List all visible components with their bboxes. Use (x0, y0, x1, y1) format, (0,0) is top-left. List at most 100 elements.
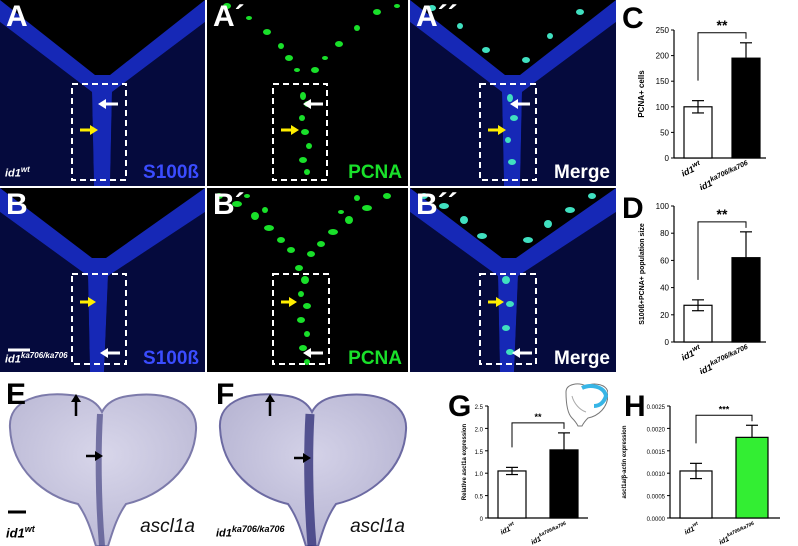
panel-letter: G (448, 390, 472, 423)
gene-label: ascl1a (140, 516, 195, 537)
y-tick-label: 0.0010 (647, 472, 666, 478)
panel-letter: B (6, 188, 28, 221)
panel-letter: C (622, 2, 644, 35)
yellow-arrow-icon (488, 297, 504, 307)
panel-A-s100b: A S100ß id1wt (0, 0, 205, 186)
white-arrow-icon (100, 348, 120, 358)
y-tick-label: 2.5 (475, 405, 484, 411)
brain-schematic-icon (565, 383, 608, 427)
channel-label: PCNA (348, 348, 402, 369)
panel-A1-pcna: A´ PCNA (207, 0, 408, 186)
significance-label: ** (717, 17, 728, 33)
x-tick-label: id1wt (682, 521, 701, 537)
y-tick-label: 0.0005 (647, 495, 666, 501)
x-tick-label: id1ka706/ka706 (717, 521, 757, 546)
bar (549, 449, 579, 519)
panel-B1-pcna: B´ PCNA (207, 188, 408, 372)
genotype-label: id1wt (6, 523, 35, 540)
panel-F-ascl1a: F id1ka706/ka706 ascl1a (210, 378, 415, 546)
y-tick-label: 150 (656, 77, 670, 86)
bar-chart-d: 0 20 40 60 80 100 S100ß+PCNA+ population size i… (639, 202, 766, 374)
significance-bracket (697, 221, 747, 280)
chart-D: D 0 20 40 60 80 100 S100ß+PCNA+ population siz… (618, 192, 798, 374)
genotype-label: id1wt (5, 165, 30, 180)
micrograph-b (0, 188, 205, 372)
chart-H: H 0.0000 0.0005 0.0010 0.0015 0.0020 0.0025 as… (610, 378, 798, 546)
genotype-label: id1ka706/ka706 (5, 351, 68, 366)
y-tick-label: 0.5 (475, 495, 484, 501)
x-tick-label: id1wt (498, 521, 517, 537)
yellow-arrow-icon (80, 297, 96, 307)
channel-label: Merge (554, 162, 610, 183)
panel-B-s100b: B S100ß id1ka706/ka706 (0, 188, 205, 372)
panel-A2-merge: A´´ Merge (410, 0, 616, 186)
panel-letter: A´´ (416, 0, 458, 33)
y-axis-label: Relative ascl1a expression (462, 423, 468, 500)
y-tick-label: 100 (656, 202, 670, 211)
channel-label: PCNA (348, 162, 402, 183)
bar (683, 106, 713, 159)
white-arrow-icon (303, 99, 323, 109)
y-tick-label: 100 (656, 103, 670, 112)
bar-chart-g: 0 0.5 1.0 1.5 2.0 2.5 Relative ascl1a expressi… (462, 405, 588, 546)
y-tick-label: 0 (665, 338, 670, 347)
y-tick-label: 0 (480, 517, 484, 523)
panel-letter: D (622, 192, 644, 225)
channel-label: S100ß (143, 348, 199, 369)
y-tick-label: 0.0025 (647, 405, 666, 411)
panel-letter: B´ (213, 188, 245, 221)
black-arrow-icon (86, 451, 103, 461)
black-arrow-icon (71, 394, 81, 416)
panel-E-ascl1a: E id1wt ascl1a (0, 378, 205, 546)
genotype-label: id1ka706/ka706 (216, 524, 285, 540)
y-tick-label: 40 (660, 284, 669, 293)
black-arrow-icon (294, 453, 311, 463)
bar (735, 436, 769, 519)
x-tick-label: id1wt (679, 160, 703, 179)
x-tick-label: id1ka706/ka706 (697, 344, 751, 374)
y-axis-label: PCNA+ cells (637, 70, 646, 118)
white-arrow-icon (510, 99, 530, 109)
bar-chart-c: 0 50 100 150 200 250 PCNA+ cells id1wtid1ka706/… (637, 17, 766, 190)
micrograph-a2 (410, 0, 616, 186)
channel-label: S100ß (143, 162, 199, 183)
yellow-arrow-icon (281, 125, 299, 135)
panel-letter: A´ (213, 0, 245, 33)
micrograph-a (0, 0, 205, 186)
significance-label: ** (717, 206, 728, 222)
yellow-arrow-icon (281, 297, 297, 307)
y-tick-label: 1.0 (475, 472, 484, 478)
panel-B2-merge: B´´ Merge (410, 188, 616, 372)
panel-letter: E (6, 378, 27, 411)
significance-label: *** (719, 404, 730, 414)
significance-bracket (695, 414, 753, 444)
y-tick-label: 0.0020 (647, 427, 666, 433)
bar (731, 57, 761, 159)
y-tick-label: 2.0 (475, 427, 484, 433)
bar-chart-h: 0.0000 0.0005 0.0010 0.0015 0.0020 0.0025 ascl… (622, 404, 780, 546)
chart-C: C 0 50 100 150 200 250 PCNA+ cells id1wt id1ka70… (618, 0, 798, 190)
y-tick-label: 50 (660, 128, 669, 137)
x-tick-label: id1ka706/ka706 (529, 521, 569, 546)
insitu-e (8, 393, 198, 546)
black-arrow-icon (265, 394, 275, 416)
panel-letter: F (216, 378, 235, 411)
micrograph-a1 (223, 3, 400, 181)
bar (731, 257, 761, 343)
significance-bracket (511, 422, 565, 448)
channel-label: Merge (554, 348, 610, 369)
panel-letter: H (624, 390, 646, 423)
micrograph-b1 (215, 193, 391, 365)
x-tick-label: id1ka706/ka706 (697, 160, 751, 190)
y-axis-label: S100ß+PCNA+ population size (639, 223, 646, 325)
y-tick-label: 250 (656, 26, 670, 35)
micrograph-b2 (410, 188, 616, 372)
yellow-arrow-icon (80, 125, 98, 135)
panel-letter: B´´ (416, 188, 458, 221)
x-tick-label: id1wt (679, 344, 703, 363)
significance-label: ** (534, 412, 542, 422)
y-tick-label: 60 (660, 256, 669, 265)
yellow-arrow-icon (488, 125, 506, 135)
y-tick-label: 200 (656, 52, 670, 61)
y-axis-label: ascl1a/β-actin expression (622, 425, 628, 498)
